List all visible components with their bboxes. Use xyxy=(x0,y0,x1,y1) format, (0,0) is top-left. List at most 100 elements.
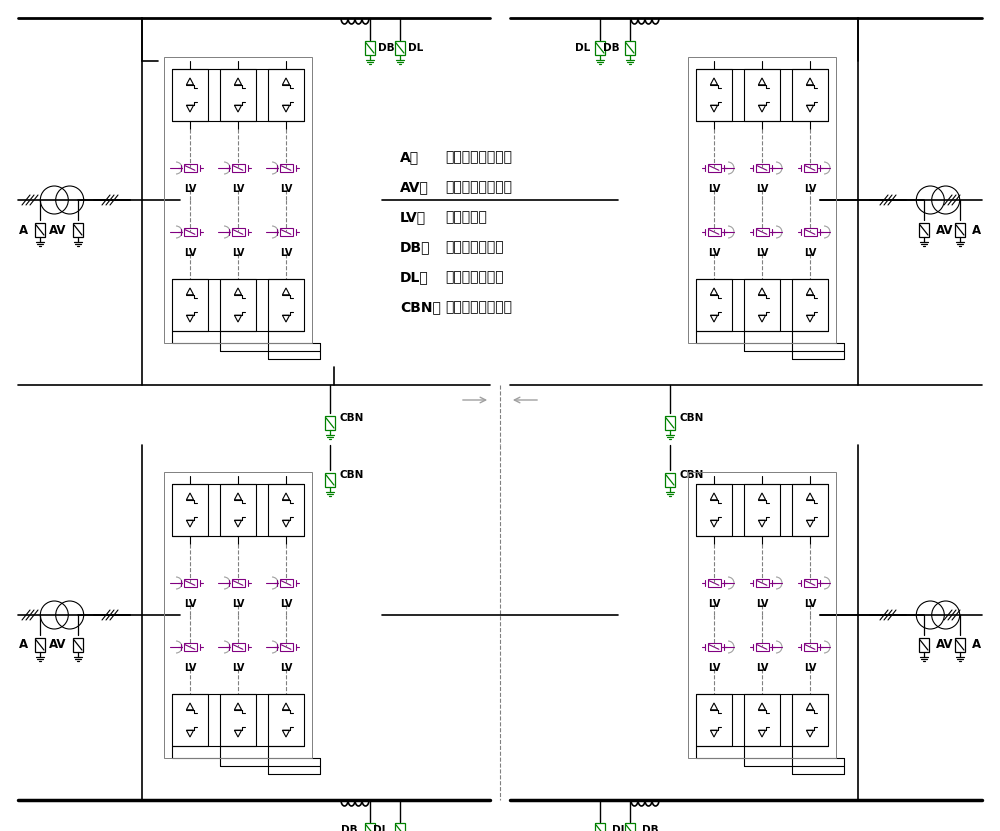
Bar xyxy=(184,579,196,587)
Text: LV: LV xyxy=(804,184,816,194)
Bar xyxy=(184,643,196,651)
Text: LV: LV xyxy=(232,663,244,673)
Text: LV: LV xyxy=(804,599,816,609)
Text: A：: A： xyxy=(400,150,419,164)
Text: A: A xyxy=(972,224,981,237)
Text: 金属回流线避雷器: 金属回流线避雷器 xyxy=(445,300,512,314)
Text: AV: AV xyxy=(48,638,66,652)
Bar xyxy=(172,69,208,121)
Bar xyxy=(172,279,208,331)
Text: DL：: DL： xyxy=(400,270,429,284)
Text: DB: DB xyxy=(378,43,395,53)
Bar xyxy=(220,484,256,536)
Bar xyxy=(919,223,929,237)
Bar xyxy=(625,41,635,55)
Bar xyxy=(665,473,675,487)
Bar xyxy=(325,473,335,487)
Bar xyxy=(792,279,828,331)
Bar xyxy=(756,643,768,651)
Text: LV: LV xyxy=(708,184,720,194)
Text: LV: LV xyxy=(804,663,816,673)
Bar xyxy=(792,69,828,121)
Text: DB: DB xyxy=(642,825,659,831)
Text: A: A xyxy=(972,638,981,652)
Bar xyxy=(268,484,304,536)
Text: DL: DL xyxy=(575,43,590,53)
Text: LV：: LV： xyxy=(400,210,426,224)
Text: DB：: DB： xyxy=(400,240,430,254)
Bar xyxy=(280,643,292,651)
Bar xyxy=(708,165,720,172)
Text: DB: DB xyxy=(341,825,358,831)
Bar xyxy=(665,416,675,430)
Bar xyxy=(280,165,292,172)
Bar xyxy=(804,165,816,172)
Text: AV：: AV： xyxy=(400,180,429,194)
Bar xyxy=(688,472,836,758)
Text: LV: LV xyxy=(756,599,768,609)
Bar xyxy=(268,69,304,121)
Bar xyxy=(595,823,605,831)
Bar xyxy=(164,472,312,758)
Text: CBN: CBN xyxy=(680,413,704,423)
Bar xyxy=(756,165,768,172)
Bar xyxy=(955,638,965,652)
Text: DB: DB xyxy=(603,43,620,53)
Text: AV: AV xyxy=(936,224,954,237)
Bar xyxy=(756,229,768,236)
Bar xyxy=(708,229,720,236)
Bar xyxy=(744,694,780,746)
Bar xyxy=(919,638,929,652)
Bar xyxy=(708,579,720,587)
Text: LV: LV xyxy=(708,663,720,673)
Bar xyxy=(696,69,732,121)
Bar xyxy=(232,643,244,651)
Text: A: A xyxy=(19,224,28,237)
Text: LV: LV xyxy=(184,599,196,609)
Bar xyxy=(804,643,816,651)
Text: CBN：: CBN： xyxy=(400,300,441,314)
Text: LV: LV xyxy=(756,184,768,194)
Bar xyxy=(696,484,732,536)
Text: LV: LV xyxy=(756,248,768,258)
Bar xyxy=(268,694,304,746)
Bar xyxy=(804,229,816,236)
Text: LV: LV xyxy=(232,599,244,609)
Bar xyxy=(220,694,256,746)
Text: LV: LV xyxy=(804,248,816,258)
Text: DL: DL xyxy=(612,825,627,831)
Bar xyxy=(804,579,816,587)
Bar xyxy=(595,41,605,55)
Bar xyxy=(708,643,720,651)
Bar xyxy=(395,41,405,55)
Bar xyxy=(792,484,828,536)
Bar xyxy=(164,57,312,343)
Bar xyxy=(232,165,244,172)
Text: LV: LV xyxy=(756,663,768,673)
Text: LV: LV xyxy=(232,248,244,258)
Text: DL: DL xyxy=(408,43,423,53)
Bar xyxy=(696,694,732,746)
Bar xyxy=(232,229,244,236)
Bar xyxy=(744,279,780,331)
Bar xyxy=(220,279,256,331)
Text: CBN: CBN xyxy=(340,413,364,423)
Bar xyxy=(172,694,208,746)
Bar xyxy=(365,823,375,831)
Text: 直流极线避雷器: 直流极线避雷器 xyxy=(445,270,504,284)
Bar xyxy=(365,41,375,55)
Text: CBN: CBN xyxy=(680,470,704,480)
Bar xyxy=(172,484,208,536)
Bar xyxy=(688,57,836,343)
Text: LV: LV xyxy=(184,663,196,673)
Text: LV: LV xyxy=(280,184,292,194)
Bar xyxy=(280,579,292,587)
Text: LV: LV xyxy=(184,184,196,194)
Text: LV: LV xyxy=(708,248,720,258)
Text: 阀底避雷器: 阀底避雷器 xyxy=(445,210,487,224)
Text: LV: LV xyxy=(708,599,720,609)
Bar xyxy=(395,823,405,831)
Bar xyxy=(756,579,768,587)
Bar xyxy=(35,638,45,652)
Bar xyxy=(232,579,244,587)
